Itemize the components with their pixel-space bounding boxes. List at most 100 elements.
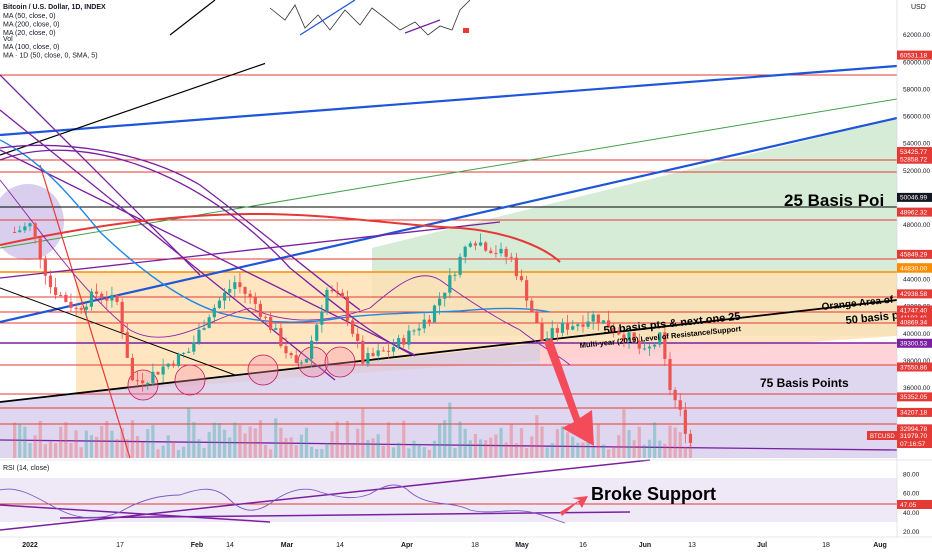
candle-body (89, 291, 94, 307)
volume-bar (560, 426, 565, 458)
candle-body (243, 287, 247, 294)
candle-body (545, 338, 549, 342)
price-label-text: 40869.34 (900, 319, 927, 326)
volume-bar (612, 446, 616, 458)
x-tick-label: Jul (757, 542, 767, 549)
candle-body (499, 248, 503, 254)
volume-bar (427, 449, 431, 458)
volume-bar (299, 434, 303, 458)
indicator-4[interactable]: MA (100, close, 0) (3, 44, 59, 51)
volume-bar (23, 426, 27, 458)
candle-body (571, 326, 575, 330)
x-tick-label: May (515, 542, 529, 549)
volume-bar (371, 438, 375, 458)
price-label-text: 42938.58 (900, 291, 927, 298)
rsi-line (0, 484, 566, 524)
volume-bar (443, 420, 447, 458)
candle-body (64, 294, 68, 302)
volume-bar (683, 446, 687, 458)
candle-body (361, 340, 365, 364)
candle-body (253, 296, 257, 304)
volume-bar (617, 435, 621, 458)
volume-bar (84, 430, 88, 458)
volume-bar (489, 437, 493, 458)
rsi-trend-up (0, 459, 651, 531)
price-label-box (897, 407, 932, 417)
x-tick-label: 14 (226, 542, 234, 549)
volume-bar (325, 443, 329, 458)
black-down-line (0, 287, 236, 376)
candle-body (438, 298, 442, 306)
candle-body (422, 319, 426, 329)
candle-body (294, 355, 298, 363)
candle-body (110, 294, 114, 301)
candle-body (417, 328, 421, 331)
rsi-label[interactable]: RSI (14, close) (3, 465, 49, 472)
candle-body (601, 320, 606, 324)
volume-bar (386, 422, 390, 458)
candle-body (550, 328, 554, 339)
volume-bar (432, 440, 437, 458)
candle-body (473, 243, 478, 246)
volume-bar (540, 426, 544, 458)
volume-bar (228, 437, 232, 458)
annotation-25-basis: 25 Basis Poi (784, 191, 884, 210)
candle-body (617, 331, 621, 335)
volume-bar (668, 425, 672, 458)
candle-body (525, 280, 529, 301)
indicator-1[interactable]: MA (200, close, 0) (3, 22, 59, 29)
volume-layer (13, 402, 693, 458)
volume-bar (606, 449, 611, 458)
candle-body (658, 332, 662, 345)
volume-bar (412, 440, 416, 458)
price-axis-background (897, 0, 932, 550)
candle-body (530, 300, 534, 312)
indicator-3[interactable]: Vol (3, 36, 13, 43)
candle-body (176, 353, 181, 366)
candle-body (632, 332, 636, 341)
volume-bar (525, 447, 529, 458)
candle-body (315, 324, 319, 341)
volume-bar (402, 420, 406, 458)
time-axis[interactable]: 2022 17 Feb 14 Mar 14 Apr 18 May 16 Jun 13 Jul 18 Aug (0, 536, 932, 550)
candle-body (668, 358, 672, 390)
volume-bar (632, 440, 636, 458)
rsi-tick-label: 60.00 (903, 491, 920, 498)
price-label-text: 50046.99 (900, 195, 927, 202)
candle-body (289, 353, 293, 356)
volume-bar (494, 434, 498, 458)
price-label-box (897, 207, 932, 217)
volume-bar (207, 431, 211, 458)
rsi-tick-label: 20.00 (903, 529, 920, 536)
volume-bar (54, 443, 58, 458)
volume-bar (566, 432, 570, 458)
volume-bar (146, 429, 150, 458)
candle-body (448, 275, 452, 293)
candle-body (606, 320, 611, 328)
volume-bar (248, 426, 252, 458)
volume-bar (320, 449, 324, 458)
candle-body (381, 350, 385, 352)
blue-channel-bottom (0, 116, 898, 324)
volume-bar (688, 445, 693, 458)
annotation-75-basis: 75 Basis Points (760, 376, 849, 390)
volume-bar (366, 439, 370, 458)
annotation-broke-support: Broke Support (591, 484, 716, 504)
purple-rising-line (0, 221, 501, 279)
x-tick-label: Mar (281, 542, 294, 549)
indicator-0[interactable]: MA (50, close, 0) (3, 13, 56, 20)
candle-body (612, 327, 616, 332)
volume-bar (217, 423, 222, 458)
candle-body (135, 380, 140, 382)
volume-bar (381, 445, 385, 458)
indicator-2[interactable]: MA (20, close, 0) (3, 30, 56, 37)
x-tick-label: Apr (401, 542, 413, 549)
indicator-5[interactable]: MA · 1D (50, close, 0, SMA, 5) (3, 53, 98, 60)
volume-bar (653, 422, 657, 458)
volume-bar (59, 426, 63, 458)
volume-bar (504, 442, 508, 458)
candle-body (304, 358, 309, 363)
bottom-circle-5 (324, 346, 356, 378)
